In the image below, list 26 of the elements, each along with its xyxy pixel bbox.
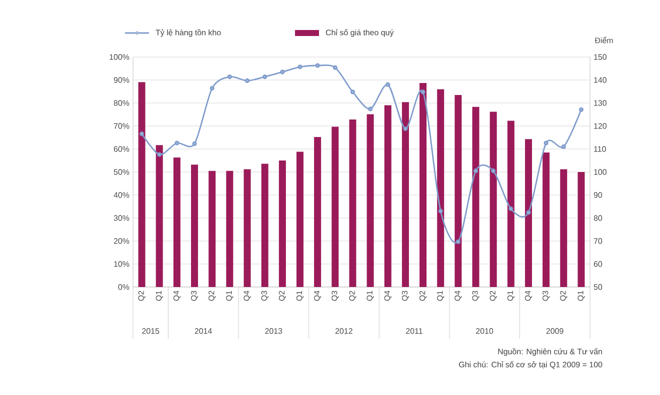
point (386, 82, 390, 87)
point (544, 140, 548, 146)
point (491, 168, 496, 174)
point (280, 70, 285, 74)
point (561, 144, 566, 149)
point (508, 206, 514, 212)
point (403, 126, 408, 132)
point (473, 168, 478, 174)
point (298, 64, 302, 70)
point (192, 141, 197, 146)
point (368, 106, 373, 112)
point (350, 90, 356, 94)
point (174, 140, 180, 146)
point (315, 63, 320, 68)
point (438, 208, 443, 214)
point (157, 152, 162, 157)
point (244, 78, 250, 83)
point (578, 107, 584, 112)
point (332, 65, 338, 70)
point (456, 239, 460, 244)
point (262, 74, 268, 80)
point (420, 90, 426, 94)
point (210, 86, 214, 91)
point (227, 74, 232, 80)
point (526, 210, 531, 215)
point (139, 132, 144, 136)
